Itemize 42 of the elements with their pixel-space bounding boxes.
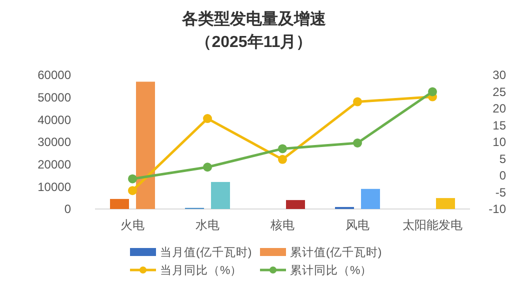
- point: [278, 154, 287, 164]
- point: [203, 162, 212, 172]
- y-tick-label: 60000: [38, 68, 72, 82]
- y-tick-label: 0: [64, 202, 72, 216]
- legend-label: 累计值(亿千瓦时): [290, 245, 382, 260]
- y-tick-label: 40000: [38, 112, 72, 127]
- legend-label: 累计同比（%）: [290, 264, 372, 278]
- point: [128, 174, 137, 184]
- point: [278, 144, 287, 154]
- bar: [361, 188, 380, 209]
- y2-tick-label: 20: [492, 102, 506, 116]
- point: [128, 186, 137, 196]
- y2-tick-label: 15: [492, 118, 506, 132]
- bar: [136, 82, 155, 209]
- point: [353, 97, 362, 106]
- x-tick-label: 太阳能发电: [402, 218, 462, 232]
- y2-tick-label: 30: [492, 68, 506, 82]
- chart-title: 各类型发电量及增速: [181, 10, 327, 28]
- y-tick-label: 10000: [38, 180, 72, 194]
- point: [428, 87, 437, 96]
- y-tick-label: 50000: [38, 90, 72, 105]
- x-tick-label: 风电: [346, 218, 370, 232]
- y2-tick-label: 25: [492, 84, 506, 99]
- y2-tick-label: 0: [499, 168, 506, 183]
- legend-label: 当月值(亿千瓦时): [160, 245, 252, 260]
- legend-label: 当月同比（%）: [160, 264, 242, 278]
- bar: [211, 182, 230, 209]
- y-tick-label: 30000: [38, 135, 72, 150]
- y2-tick-label: 5: [499, 152, 506, 166]
- chart-subtitle: （2025年11月）: [196, 33, 312, 51]
- x-tick-label: 火电: [120, 218, 144, 232]
- x-tick-label: 水电: [196, 218, 220, 232]
- y2-tick-label: -10: [488, 202, 506, 216]
- bar: [286, 200, 305, 209]
- bar: [110, 198, 129, 209]
- y2-tick-label: -5: [495, 185, 506, 200]
- point: [203, 114, 212, 124]
- bar: [436, 198, 455, 209]
- x-tick-label: 核电: [270, 218, 294, 232]
- y-tick-label: 20000: [38, 158, 72, 172]
- y2-tick-label: 10: [492, 135, 506, 150]
- point: [353, 138, 362, 148]
